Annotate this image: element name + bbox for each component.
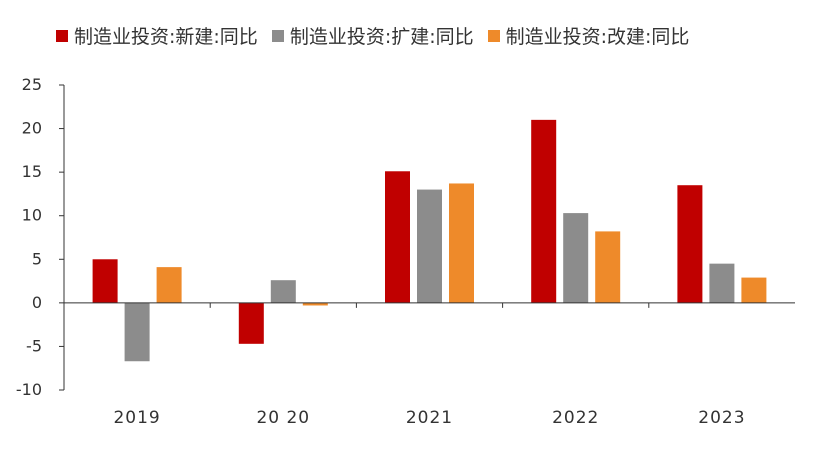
x-category-label: 2021	[406, 408, 453, 428]
x-category-label: 20 20	[256, 408, 310, 428]
legend-swatch-rebuild	[487, 29, 500, 42]
x-category-label: 2019	[113, 408, 160, 428]
bar-new	[238, 302, 264, 344]
y-axis: 25 20 15 10 5 0 -5 -10	[16, 75, 65, 399]
y-tick-label: 25	[22, 75, 42, 94]
legend-swatch-expand	[271, 29, 284, 42]
y-tick-label: 15	[22, 162, 42, 181]
bar-rebuild	[302, 302, 328, 306]
legend-label-rebuild: 制造业投资:改建:同比	[505, 26, 690, 48]
bar-expand	[124, 302, 150, 362]
legend-swatch-new	[56, 29, 68, 42]
bar-expand	[709, 263, 735, 303]
y-tick-label: -10	[16, 380, 42, 399]
legend-item-expand: 制造业投资:扩建:同比	[271, 22, 474, 49]
bar-new	[677, 185, 703, 303]
legend-item-rebuild: 制造业投资:改建:同比	[487, 22, 690, 49]
bar-new	[385, 171, 410, 303]
bar-rebuild	[156, 267, 182, 303]
x-category-label: 2022	[552, 408, 599, 428]
bar-new	[92, 259, 118, 303]
bar-expand	[417, 189, 442, 303]
bar-rebuild	[595, 231, 621, 303]
y-tick-label: 20	[22, 119, 42, 138]
bar-expand	[270, 280, 296, 303]
bar-expand	[563, 213, 589, 303]
bar-new	[531, 119, 557, 303]
x-axis: 2019 20 20 2021 2022 2023	[64, 302, 795, 428]
legend-label-expand: 制造业投资:扩建:同比	[289, 26, 474, 48]
y-tick-label: 0	[32, 293, 42, 312]
legend-item-new: 制造业投资:新建:同比	[56, 22, 258, 49]
y-tick-label: 10	[22, 206, 42, 225]
bar-rebuild	[741, 277, 767, 303]
x-category-label: 2023	[698, 408, 745, 428]
bar-rebuild	[449, 183, 474, 303]
y-tick-label: -5	[26, 336, 42, 355]
legend-label-new: 制造业投资:新建:同比	[74, 26, 258, 48]
bars	[92, 119, 767, 362]
legend: 制造业投资:新建:同比 制造业投资:扩建:同比 制造业投资:改建:同比	[56, 22, 689, 49]
y-tick-label: 5	[32, 249, 42, 268]
